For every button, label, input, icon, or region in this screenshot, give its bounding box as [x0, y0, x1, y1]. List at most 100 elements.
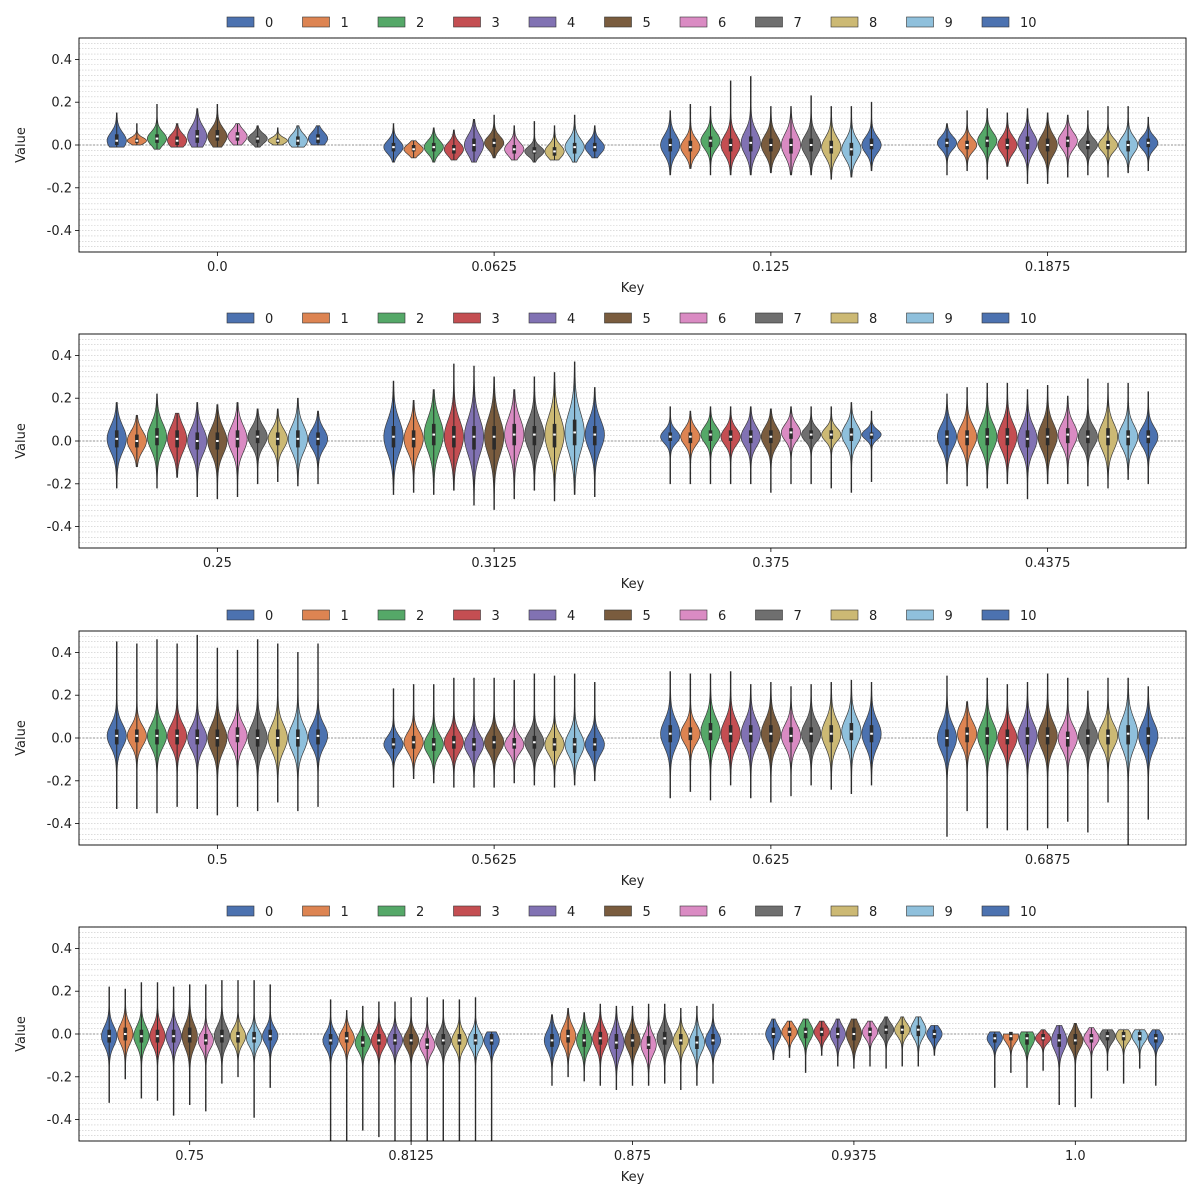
violin-iqr-box: [1025, 1034, 1029, 1045]
violin-median: [472, 743, 476, 746]
legend-swatch-8: [830, 905, 859, 917]
violin-median: [1106, 734, 1110, 737]
violin-median: [115, 734, 119, 737]
violin-median: [647, 1043, 650, 1046]
violin-iqr-box: [748, 136, 753, 152]
violin-median: [749, 141, 753, 144]
y-tick-label: 0.0: [51, 435, 72, 450]
legend-label-9: 9: [945, 312, 953, 327]
violin-median: [884, 1028, 888, 1031]
violin-median: [316, 734, 320, 737]
violin-iqr-box: [688, 140, 693, 152]
y-tick-label: 0.0: [51, 1028, 72, 1043]
violin-median: [412, 741, 415, 744]
violin-median: [582, 1039, 586, 1042]
violin-median: [296, 737, 300, 739]
legend-swatch-10: [981, 16, 1010, 28]
legend-label-8: 8: [869, 905, 877, 920]
violin-median: [900, 1028, 904, 1031]
y-axis-label: Value: [14, 127, 29, 163]
subplot-0: -0.4 -0.2 0.0 0.2 0.4 0.0 0.0625 0.125 0.1875 Key…: [14, 16, 1187, 296]
violin-median: [204, 1039, 208, 1042]
violin-iqr-box: [869, 432, 874, 439]
violin-iqr-box: [1126, 725, 1130, 745]
violin-iqr-box: [155, 729, 159, 745]
legend: 0 1 2 3 4 5 6 7 8 9 10: [226, 16, 1037, 31]
violin-iqr-box: [344, 1031, 349, 1043]
y-tick-label: 0.4: [51, 942, 72, 957]
x-axis-label: Key: [621, 281, 645, 296]
violin-median: [573, 431, 576, 434]
violin-median: [593, 146, 597, 149]
violin-iqr-box: [409, 1034, 413, 1045]
legend-swatch-3: [453, 905, 481, 917]
violin-median: [1106, 144, 1110, 146]
legend-swatch-2: [377, 16, 406, 28]
x-tick-label: 0.5625: [471, 853, 517, 868]
violin-iqr-box: [316, 729, 320, 745]
x-tick-label: 0.1875: [1025, 260, 1071, 275]
violin-median: [236, 437, 239, 440]
violin-median: [377, 1039, 381, 1042]
violin-median: [155, 137, 159, 140]
violin-median: [172, 1035, 175, 1038]
violin-median: [276, 437, 280, 440]
violin-median: [550, 1039, 554, 1042]
violin-median: [917, 1028, 920, 1031]
violin-median: [115, 139, 119, 142]
violin-iqr-box: [512, 738, 517, 749]
violin-median: [769, 435, 773, 438]
subplot-3: -0.4 -0.2 0.0 0.2 0.4 0.75 0.8125 0.875 0.9375 1.…: [14, 905, 1187, 1185]
violin-median: [689, 435, 692, 438]
legend-label-6: 6: [718, 16, 726, 31]
violin-median: [115, 437, 119, 440]
violin-iqr-box: [492, 426, 496, 450]
x-tick-label: 0.25: [203, 556, 232, 571]
violin-median: [316, 137, 320, 140]
legend-label-2: 2: [416, 905, 424, 920]
legend-label-6: 6: [718, 609, 726, 624]
violin-median: [820, 1030, 823, 1033]
x-tick-label: 0.5: [207, 853, 228, 868]
violin-median: [850, 433, 853, 436]
legend-label-8: 8: [869, 609, 877, 624]
violin-median: [1009, 1035, 1013, 1038]
violin-median: [729, 435, 732, 438]
violin-median: [512, 433, 516, 436]
subplot-1: -0.4 -0.2 0.0 0.2 0.4 0.25 0.3125 0.375 0.4375 Ke…: [14, 312, 1187, 592]
violin-iqr-box: [187, 1027, 192, 1043]
violin-median: [631, 1039, 634, 1042]
legend-swatch-5: [604, 905, 632, 917]
violin-median: [220, 1035, 224, 1038]
legend-label-10: 10: [1020, 905, 1037, 920]
y-tick-label: 0.2: [51, 96, 72, 111]
violin-median: [412, 148, 415, 151]
violin-median: [252, 1037, 256, 1040]
legend-swatch-9: [906, 312, 934, 324]
legend-label-8: 8: [869, 312, 877, 327]
violin-median: [709, 433, 712, 436]
legend-swatch-5: [604, 16, 632, 28]
violin-iqr-box: [646, 1036, 651, 1049]
violin-iqr-box: [985, 136, 990, 148]
violin-iqr-box: [552, 423, 557, 448]
violin-iqr-box: [592, 426, 597, 446]
violin-median: [689, 146, 692, 149]
violin-median: [490, 1039, 493, 1042]
violin-median: [216, 737, 219, 739]
violin-iqr-box: [771, 1027, 776, 1039]
y-tick-label: 0.2: [51, 985, 72, 1000]
y-tick-label: 0.4: [51, 349, 72, 364]
legend-swatch-7: [755, 16, 783, 28]
violin-median: [1086, 435, 1090, 438]
y-tick-label: -0.4: [47, 1113, 72, 1128]
legend-label-4: 4: [567, 609, 575, 624]
legend-label-8: 8: [869, 16, 877, 31]
violin-median: [329, 1039, 332, 1042]
violin-median: [593, 743, 597, 746]
violin-median: [123, 1033, 127, 1035]
violins: [106, 76, 1159, 184]
legend-label-7: 7: [794, 16, 802, 31]
legend: 0 1 2 3 4 5 6 7 8 9 10: [226, 905, 1037, 920]
violin-median: [216, 440, 219, 442]
